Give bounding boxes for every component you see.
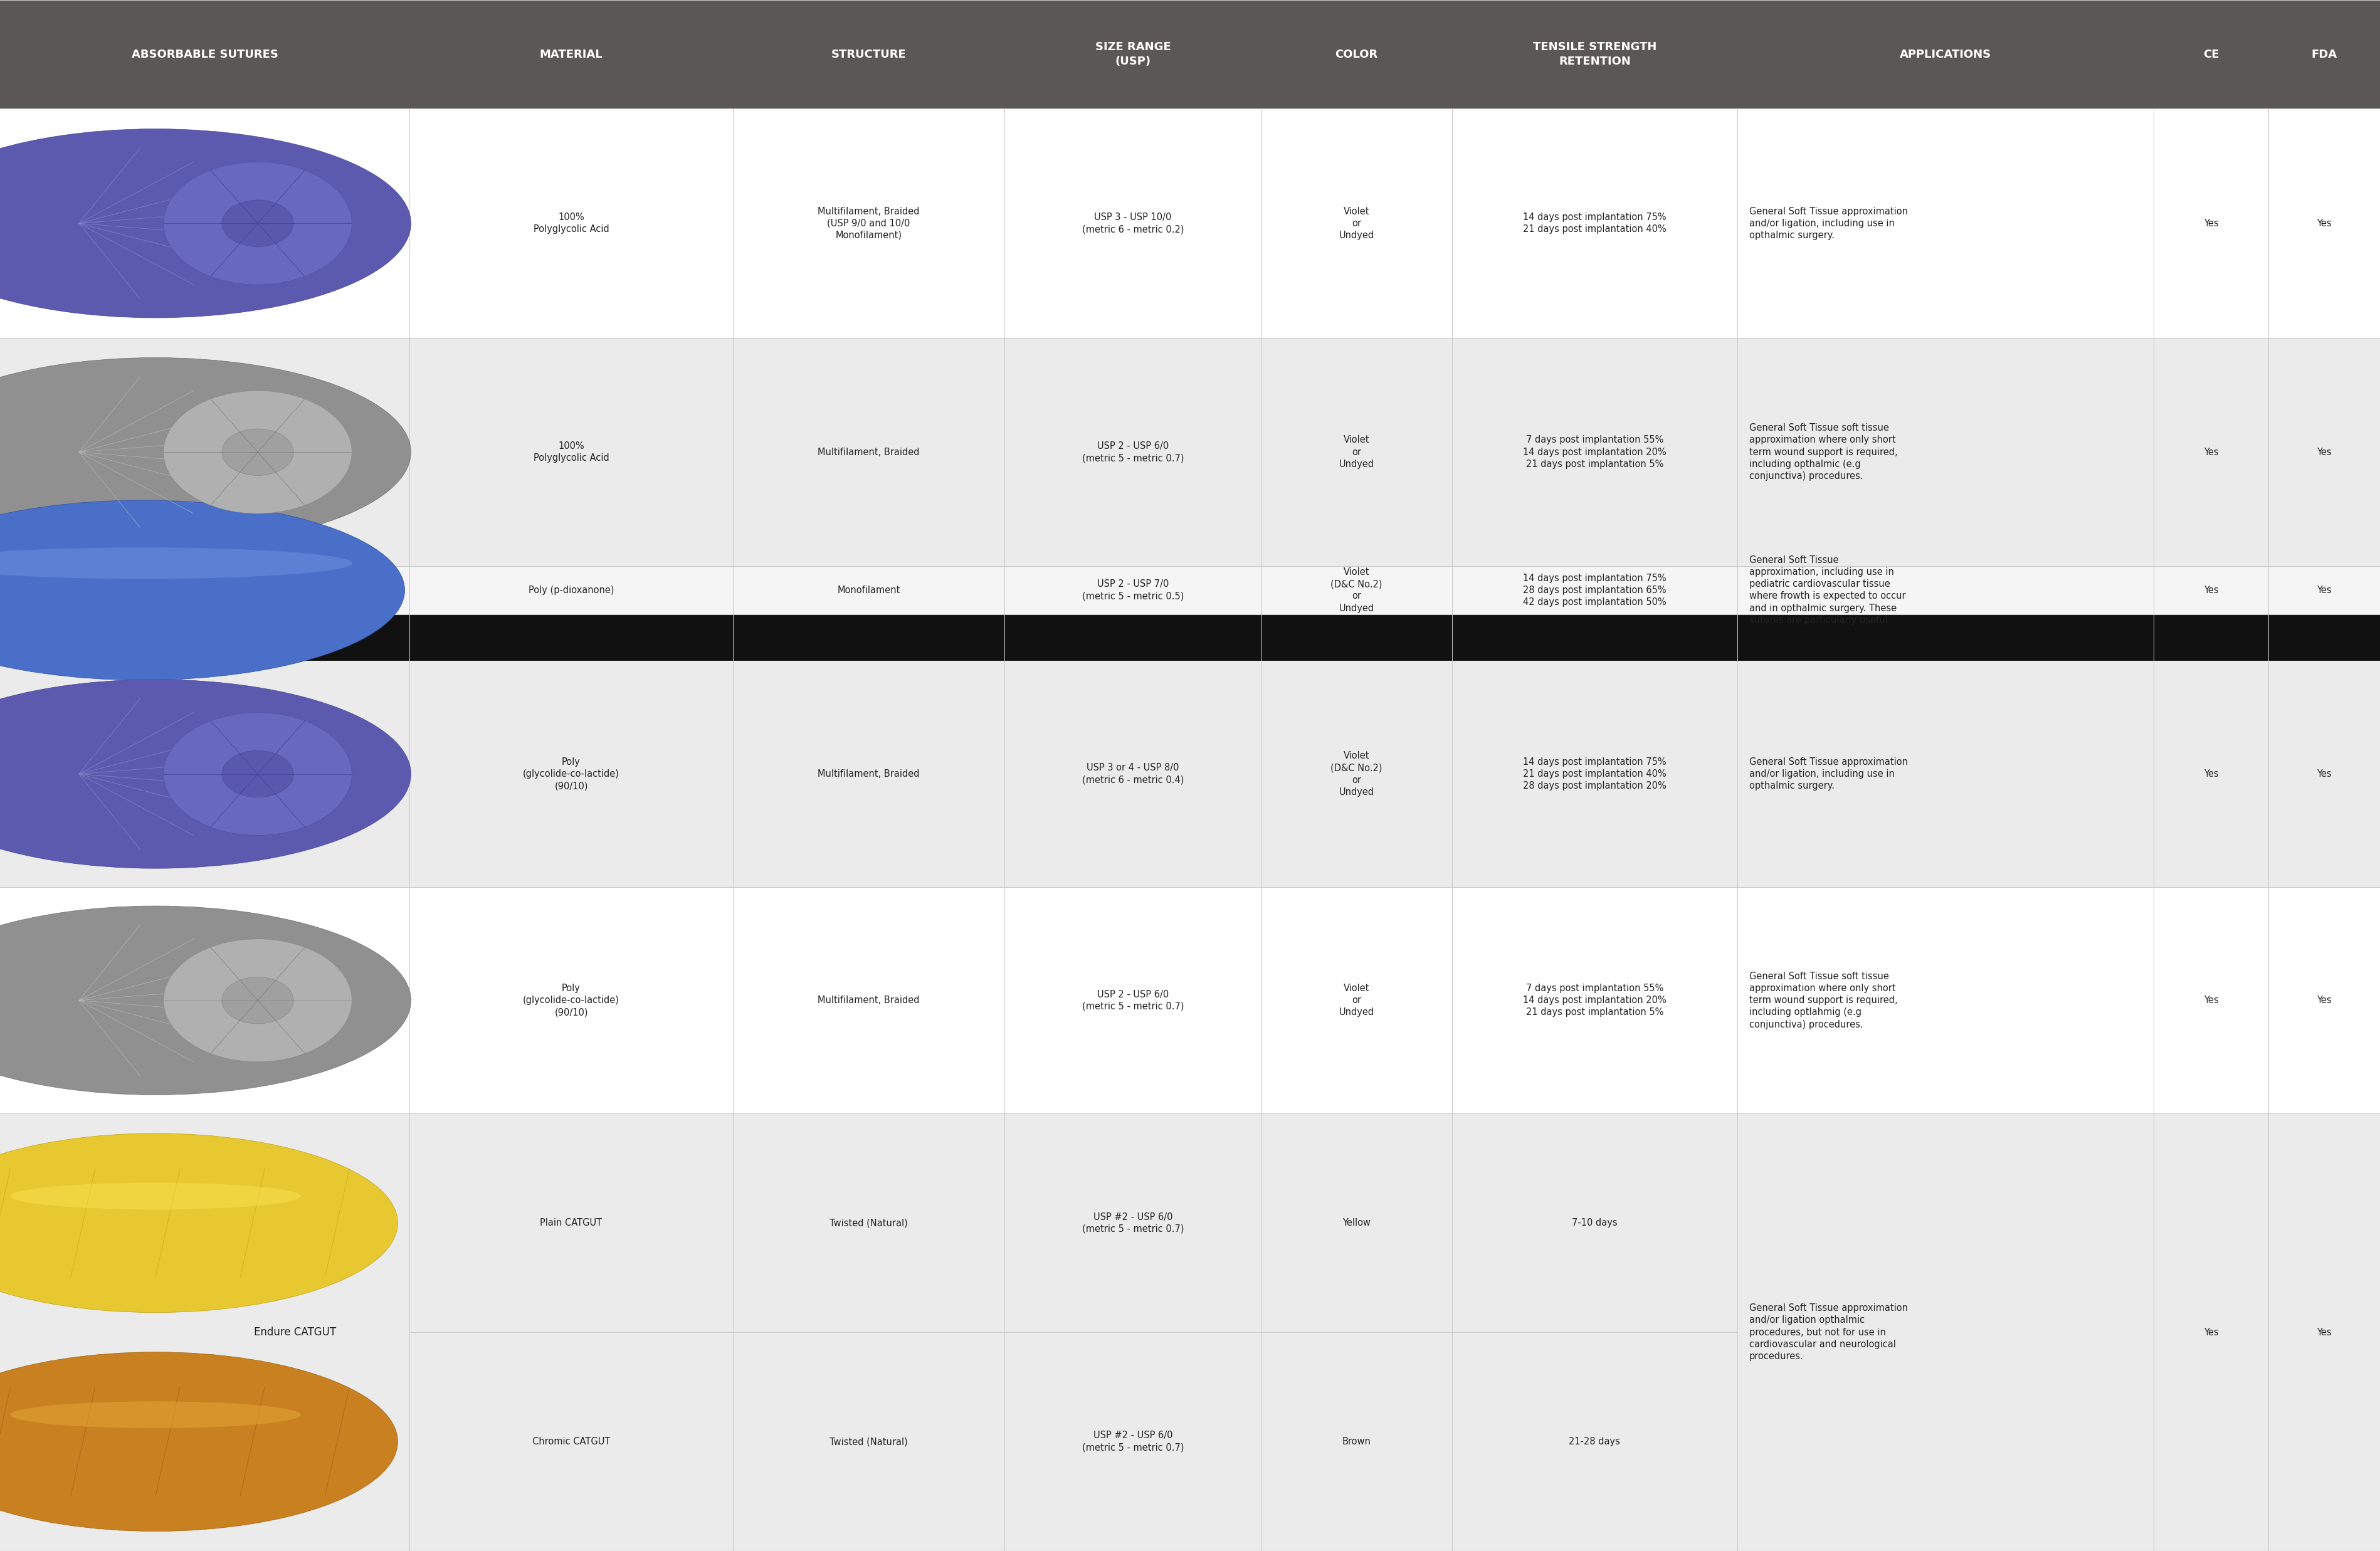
- Ellipse shape: [10, 1402, 300, 1428]
- Text: Multifilament, Braided: Multifilament, Braided: [819, 996, 919, 1005]
- Text: STRUCTURE: STRUCTURE: [831, 48, 907, 60]
- Ellipse shape: [0, 1134, 397, 1312]
- Text: 7 days post implantation 55%
14 days post implantation 20%
21 days post implanta: 7 days post implantation 55% 14 days pos…: [1523, 436, 1666, 468]
- Text: Multifilament, Braided: Multifilament, Braided: [819, 447, 919, 458]
- Text: 14 days post implantation 75%
21 days post implantation 40%: 14 days post implantation 75% 21 days po…: [1523, 212, 1666, 234]
- Text: General Soft Tissue
approximation, including use in
pediatric cardiovascular tis: General Soft Tissue approximation, inclu…: [1749, 555, 1906, 625]
- Text: SIZE RANGE
(USP): SIZE RANGE (USP): [1095, 42, 1171, 67]
- Ellipse shape: [0, 499, 405, 681]
- Text: TENSILE STRENGTH
RETENTION: TENSILE STRENGTH RETENTION: [1533, 42, 1656, 67]
- Ellipse shape: [0, 906, 412, 1095]
- Text: General Soft Tissue soft tissue
approximation where only short
term wound suppor: General Soft Tissue soft tissue approxim…: [1749, 971, 1897, 1030]
- Text: USP 2 - USP 6/0
(metric 5 - metric 0.7): USP 2 - USP 6/0 (metric 5 - metric 0.7): [1083, 990, 1183, 1011]
- Text: Endure PGA: Endure PGA: [264, 217, 326, 230]
- Text: Poly
(glycolide-co-lactide)
(90/10): Poly (glycolide-co-lactide) (90/10): [524, 983, 619, 1017]
- Text: Yes: Yes: [2204, 447, 2218, 458]
- Circle shape: [221, 751, 293, 797]
- Text: Violet
or
Undyed: Violet or Undyed: [1340, 983, 1373, 1017]
- Circle shape: [17, 684, 293, 864]
- Circle shape: [17, 499, 293, 681]
- Text: Violet
(D&C No.2)
or
Undyed: Violet (D&C No.2) or Undyed: [1330, 751, 1383, 797]
- Text: General Soft Tissue approximation
and/or ligation, including use in
opthalmic su: General Soft Tissue approximation and/or…: [1749, 206, 1909, 240]
- Text: Yes: Yes: [2204, 996, 2218, 1005]
- Circle shape: [24, 1356, 286, 1526]
- Text: Endure PGLA: Endure PGLA: [262, 768, 328, 780]
- Text: Multifilament, Braided
(USP 9/0 and 10/0
Monofilament): Multifilament, Braided (USP 9/0 and 10/0…: [819, 206, 919, 240]
- Text: COLOR: COLOR: [1335, 48, 1378, 60]
- Bar: [0, 0, 2380, 109]
- Text: Poly
(glycolide-co-lactide)
(90/10): Poly (glycolide-co-lactide) (90/10): [524, 757, 619, 791]
- Text: Yes: Yes: [2316, 1328, 2332, 1337]
- Text: General Soft Tissue approximation
and/or ligation opthalmic
procedures, but not : General Soft Tissue approximation and/or…: [1749, 1303, 1909, 1362]
- Text: Yes: Yes: [2316, 996, 2332, 1005]
- Circle shape: [164, 712, 352, 836]
- Text: 7 days post implantation 55%
14 days post implantation 20%
21 days post implanta: 7 days post implantation 55% 14 days pos…: [1523, 983, 1666, 1017]
- Text: Endure RPGA: Endure RPGA: [259, 447, 328, 458]
- Text: Monofilament: Monofilament: [838, 585, 900, 596]
- Text: MATERIAL: MATERIAL: [540, 48, 602, 60]
- Text: General Soft Tissue soft tissue
approximation where only short
term wound suppor: General Soft Tissue soft tissue approxim…: [1749, 423, 1897, 481]
- Text: Endure RPGLA: Endure RPGLA: [257, 994, 333, 1007]
- Circle shape: [17, 910, 293, 1090]
- Circle shape: [164, 161, 352, 285]
- Circle shape: [164, 391, 352, 513]
- Text: Yes: Yes: [2316, 447, 2332, 458]
- Circle shape: [221, 428, 293, 476]
- Text: Yes: Yes: [2204, 1328, 2218, 1337]
- Text: Endure PDO: Endure PDO: [264, 585, 326, 596]
- Text: Multifilament, Braided: Multifilament, Braided: [819, 769, 919, 779]
- Bar: [0, 338, 2380, 566]
- Circle shape: [17, 133, 293, 313]
- Text: Poly (p-dioxanone): Poly (p-dioxanone): [528, 585, 614, 596]
- Bar: [0, 887, 2380, 1114]
- Text: FDA: FDA: [2311, 48, 2337, 60]
- Ellipse shape: [0, 1352, 397, 1531]
- Text: 14 days post implantation 75%
21 days post implantation 40%
28 days post implant: 14 days post implantation 75% 21 days po…: [1523, 757, 1666, 791]
- Text: USP #2 - USP 6/0
(metric 5 - metric 0.7): USP #2 - USP 6/0 (metric 5 - metric 0.7): [1083, 1432, 1183, 1452]
- Ellipse shape: [10, 1183, 300, 1210]
- Text: Plain CATGUT: Plain CATGUT: [540, 1218, 602, 1228]
- Text: Yes: Yes: [2316, 769, 2332, 779]
- Bar: [0, 614, 2380, 661]
- Text: USP 3 - USP 10/0
(metric 6 - metric 0.2): USP 3 - USP 10/0 (metric 6 - metric 0.2): [1083, 212, 1183, 234]
- Text: APPLICATIONS: APPLICATIONS: [1899, 48, 1992, 60]
- Text: ABSORBABLE SUTURES: ABSORBABLE SUTURES: [131, 48, 278, 60]
- Text: Brown: Brown: [1342, 1436, 1371, 1447]
- Text: USP #2 - USP 6/0
(metric 5 - metric 0.7): USP #2 - USP 6/0 (metric 5 - metric 0.7): [1083, 1213, 1183, 1233]
- Ellipse shape: [0, 129, 412, 318]
- Text: USP 2 - USP 7/0
(metric 5 - metric 0.5): USP 2 - USP 7/0 (metric 5 - metric 0.5): [1083, 580, 1183, 600]
- Circle shape: [164, 938, 352, 1062]
- Text: USP 3 or 4 - USP 8/0
(metric 6 - metric 0.4): USP 3 or 4 - USP 8/0 (metric 6 - metric …: [1083, 763, 1183, 785]
- Ellipse shape: [0, 679, 412, 869]
- Text: USP 2 - USP 6/0
(metric 5 - metric 0.7): USP 2 - USP 6/0 (metric 5 - metric 0.7): [1083, 442, 1183, 462]
- Text: Yes: Yes: [2316, 219, 2332, 228]
- Circle shape: [221, 977, 293, 1024]
- Text: Yes: Yes: [2316, 585, 2332, 596]
- Text: Yellow: Yellow: [1342, 1218, 1371, 1228]
- Circle shape: [17, 363, 293, 543]
- Text: Yes: Yes: [2204, 219, 2218, 228]
- Text: Endure CATGUT: Endure CATGUT: [255, 1326, 336, 1339]
- Text: Violet
or
Undyed: Violet or Undyed: [1340, 436, 1373, 468]
- Ellipse shape: [0, 358, 412, 546]
- Circle shape: [221, 200, 293, 247]
- Ellipse shape: [0, 548, 352, 579]
- Text: Twisted (Natural): Twisted (Natural): [831, 1436, 907, 1447]
- Text: 100%
Polyglycolic Acid: 100% Polyglycolic Acid: [533, 442, 609, 462]
- Bar: [0, 1114, 2380, 1551]
- Text: General Soft Tissue approximation
and/or ligation, including use in
opthalmic su: General Soft Tissue approximation and/or…: [1749, 757, 1909, 791]
- Text: 100%
Polyglycolic Acid: 100% Polyglycolic Acid: [533, 212, 609, 234]
- Text: 7-10 days: 7-10 days: [1571, 1218, 1618, 1228]
- Text: Chromic CATGUT: Chromic CATGUT: [533, 1436, 609, 1447]
- Text: 14 days post implantation 75%
28 days post implantation 65%
42 days post implant: 14 days post implantation 75% 28 days po…: [1523, 574, 1666, 606]
- Bar: [0, 661, 2380, 887]
- Text: 21-28 days: 21-28 days: [1568, 1436, 1621, 1447]
- Text: Violet
(D&C No.2)
or
Undyed: Violet (D&C No.2) or Undyed: [1330, 568, 1383, 613]
- Bar: [0, 566, 2380, 614]
- Text: CE: CE: [2204, 48, 2218, 60]
- Text: Violet
or
Undyed: Violet or Undyed: [1340, 206, 1373, 240]
- Text: Yes: Yes: [2204, 769, 2218, 779]
- Bar: [0, 109, 2380, 338]
- Text: Yes: Yes: [2204, 585, 2218, 596]
- Text: Twisted (Natural): Twisted (Natural): [831, 1218, 907, 1228]
